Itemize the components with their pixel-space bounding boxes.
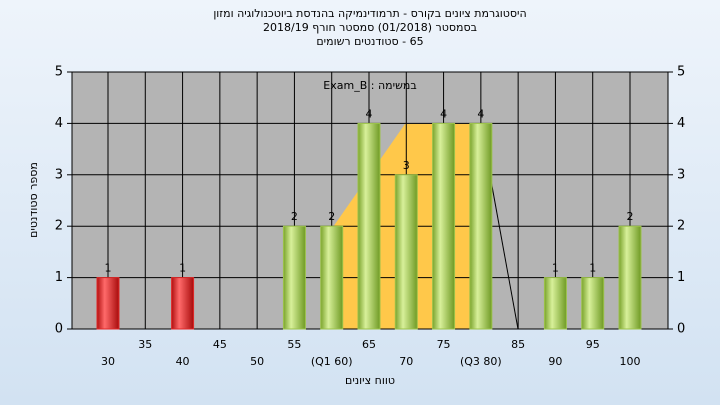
value-label: 4	[440, 107, 447, 120]
bar	[543, 277, 567, 330]
bar	[357, 122, 381, 330]
value-label: 4	[477, 107, 484, 120]
x-tick-label: 30	[101, 355, 115, 368]
bar	[282, 225, 306, 330]
y2-tick-label: 4	[677, 116, 685, 131]
y2-tick-label: 0	[677, 322, 685, 337]
x-tick-label: 35	[138, 338, 152, 351]
bar	[432, 122, 456, 330]
y-axis-label: מספר סטודנטים	[27, 162, 40, 238]
chart-subtitle: בסמסטר (01/2018) סמסטר חורף 2018/19	[263, 21, 477, 34]
y2-tick-label: 2	[677, 219, 685, 234]
value-label: 2	[291, 210, 298, 223]
x-tick-label: 95	[586, 338, 600, 351]
bar	[394, 174, 418, 330]
y2-tick-label: 5	[677, 65, 685, 80]
y-tick-label: 4	[55, 116, 63, 131]
y-tick-label: 3	[55, 167, 63, 182]
x-tick-label: 40	[176, 355, 190, 368]
x-tick-label: 70	[399, 355, 413, 368]
bar	[320, 225, 344, 330]
y2-tick-label: 3	[677, 167, 685, 182]
value-label: 3	[403, 159, 410, 172]
x-tick-label: 50	[250, 355, 264, 368]
y-tick-label: 2	[55, 219, 63, 234]
value-label: 2	[328, 210, 335, 223]
x-tick-label: 90	[548, 355, 562, 368]
x-tick-label: 55	[287, 338, 301, 351]
value-label: 1	[105, 262, 112, 275]
value-label: 1	[589, 262, 596, 275]
x-tick-label: 65	[362, 338, 376, 351]
x-tick-label: (Q3 80)	[460, 355, 502, 368]
annotation: במשימה : Exam_B	[323, 79, 416, 92]
value-label: 1	[552, 262, 559, 275]
y-tick-label: 0	[55, 322, 63, 337]
x-tick-label: (Q1 60)	[311, 355, 353, 368]
bar	[96, 277, 120, 330]
value-label: 4	[366, 107, 373, 120]
y-tick-label: 5	[55, 65, 63, 80]
bar	[581, 277, 605, 330]
x-tick-label: 85	[511, 338, 525, 351]
bar	[469, 122, 493, 330]
bar	[171, 277, 195, 330]
value-label: 1	[179, 262, 186, 275]
y2-tick-label: 1	[677, 270, 685, 285]
x-tick-label: 75	[437, 338, 451, 351]
chart-title: היסטוגרמת ציונים בקורס - תרמודינמיקה בהנ…	[213, 7, 526, 20]
x-tick-label: 100	[620, 355, 641, 368]
y-tick-label: 1	[55, 270, 63, 285]
value-label: 2	[627, 210, 634, 223]
bar	[618, 225, 642, 330]
x-tick-label: 45	[213, 338, 227, 351]
x-axis-label: טווח ציונים	[345, 374, 395, 387]
trend-line	[489, 174, 519, 330]
chart-subtitle: 65 - סטודנטים רשומים	[316, 35, 423, 48]
